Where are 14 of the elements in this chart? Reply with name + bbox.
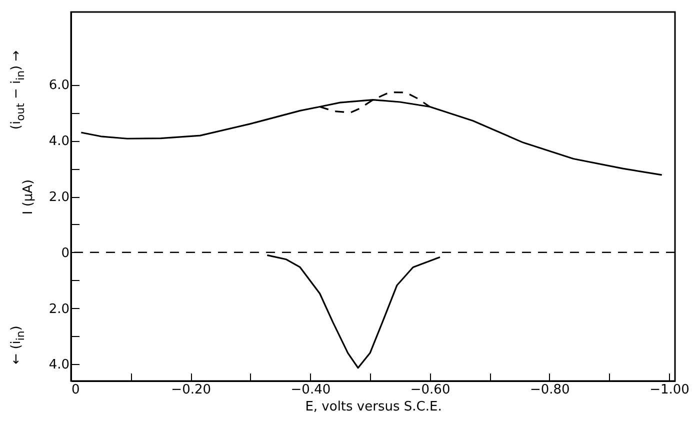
y-tick-label: 4.0 <box>48 134 70 150</box>
x-tick-label: −0.40 <box>290 382 331 398</box>
y-axis-title: I (μA) <box>20 179 36 215</box>
x-tick-label: −0.80 <box>530 382 570 398</box>
x-axis-title: E, volts versus S.C.E. <box>305 400 442 414</box>
y-tick-label: 2.0 <box>48 190 70 205</box>
y-tick-label: 4.0 <box>48 358 70 373</box>
x-tick-label: −0.60 <box>410 382 450 398</box>
x-tick-label: 0 <box>72 382 80 398</box>
x-tick-label: −0.20 <box>171 382 212 398</box>
y-tick-label: 6.0 <box>48 78 70 94</box>
x-tick-label: −1.00 <box>650 382 690 398</box>
y-tick-label: 2.0 <box>48 302 70 317</box>
y-tick-label: 0 <box>61 246 70 261</box>
